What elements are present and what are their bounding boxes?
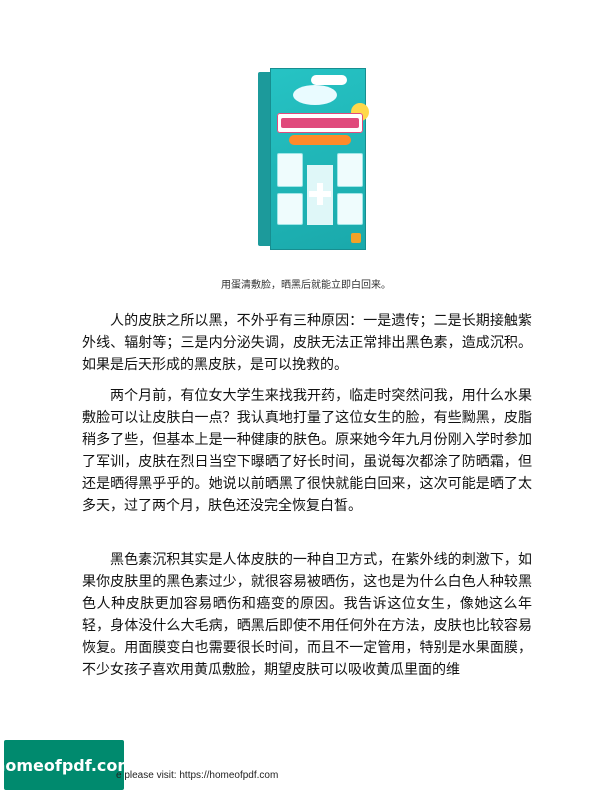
cover-panel (277, 153, 303, 187)
paragraph-3: 黑色素沉积其实是人体皮肤的一种自卫方式，在紫外线的刺激下，如果你皮肤里的黑色素过… (82, 552, 532, 678)
cover-badge (311, 75, 347, 85)
cover-cross-vertical (317, 183, 323, 205)
book-spine (258, 72, 272, 246)
paragraph-2: 两个月前，有位女大学生来找我开药，临走时突然问我，用什么水果敷脸可以让皮肤白一点… (82, 388, 532, 514)
cover-panel (337, 153, 363, 187)
cover-panel (277, 193, 303, 225)
cover-speech-bubble (293, 85, 337, 105)
paragraph-1: 人的皮肤之所以黑，不外乎有三种原因：一是遗传；二是长期接触紫外线、辐射等；三是内… (82, 313, 532, 373)
homeofpdf-logo[interactable]: homeofpdf.com (0, 740, 134, 790)
cover-subtitle-banner (289, 135, 351, 145)
cover-title-lettering (281, 118, 359, 128)
publisher-logo-icon (351, 233, 361, 243)
book-front-cover (270, 68, 369, 250)
cover-panel (337, 193, 363, 225)
figure-caption: 用蛋清敷脸，晒黑后就能立即白回来。 (221, 280, 391, 291)
book-cover-image (258, 68, 369, 250)
footer-link-text[interactable]: e please visit: https://homeofpdf.com (116, 770, 279, 781)
